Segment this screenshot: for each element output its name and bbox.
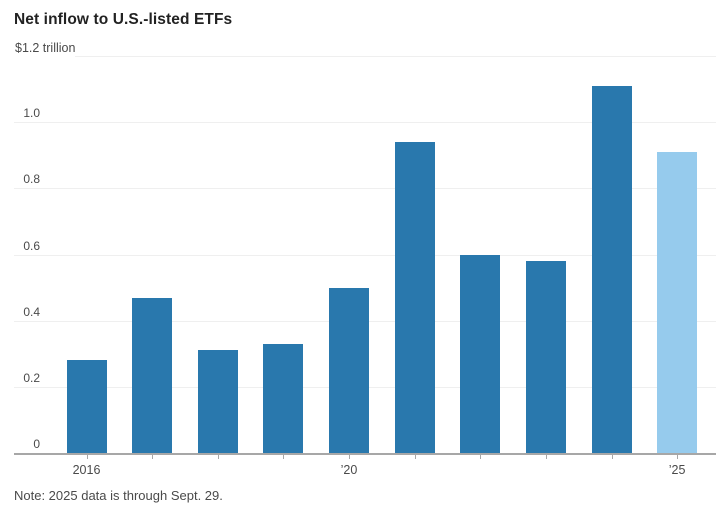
x-axis-tick-2019 — [283, 455, 285, 459]
x-axis-tick-2024 — [611, 455, 613, 459]
y-axis-tick-label-0.6: 0.6 — [23, 238, 40, 253]
y-axis-tick-label-0.8: 0.8 — [23, 172, 40, 187]
x-axis-tick-2023 — [545, 455, 547, 459]
gridline-1.2 — [75, 56, 716, 57]
x-axis-label-2025: ’25 — [668, 463, 686, 477]
gridline-0.6 — [14, 254, 716, 256]
y-axis-tick-label-0.2: 0.2 — [23, 370, 40, 385]
bar-2017 — [132, 297, 173, 453]
gridline-0.8 — [14, 188, 716, 190]
bar-2022 — [460, 254, 501, 453]
bar-2019 — [263, 343, 304, 453]
bar-2023 — [525, 261, 566, 453]
bar-2018 — [197, 350, 238, 453]
bar-2016 — [66, 360, 107, 453]
x-axis-tick-2025 — [677, 455, 679, 459]
x-axis-line — [14, 453, 716, 455]
bar-chart-plot-area: $1.2 trillion 1.0 0.8 0.6 0.4 0.2 0 2016 ’20 ’2… — [14, 41, 716, 477]
gridline-1 — [14, 122, 716, 124]
bar-2024 — [591, 85, 632, 453]
x-axis-tick-2016 — [86, 455, 88, 459]
bar-2021 — [394, 142, 435, 453]
x-axis-tick-2022 — [480, 455, 482, 459]
y-axis-unit-label: $1.2 trillion — [15, 41, 76, 55]
y-axis-tick-label-0: 0 — [33, 437, 40, 451]
y-axis-tick-label-0.4: 0.4 — [23, 304, 40, 319]
chart-note: Note: 2025 data is through Sept. 29. — [14, 488, 223, 503]
x-axis-tick-2017 — [152, 455, 154, 459]
y-axis-tick-label-1.0: 1.0 — [23, 106, 40, 121]
x-axis-label-2020: ’20 — [340, 463, 358, 477]
x-axis-tick-2020 — [349, 455, 350, 459]
x-axis-tick-2018 — [217, 455, 219, 459]
x-axis-tick-2021 — [414, 455, 416, 459]
x-axis-label-2016: 2016 — [72, 463, 101, 477]
bar-2020 — [329, 287, 369, 453]
bar-2025 — [657, 151, 698, 453]
chart-title: Net inflow to U.S.-listed ETFs — [14, 11, 233, 28]
